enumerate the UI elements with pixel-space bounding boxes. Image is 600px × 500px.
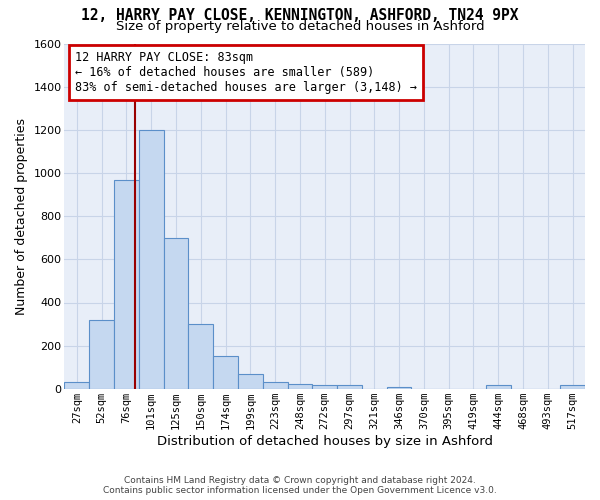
- Text: Size of property relative to detached houses in Ashford: Size of property relative to detached ho…: [116, 20, 484, 33]
- Bar: [386, 386, 412, 388]
- Bar: [139, 130, 164, 388]
- Bar: [114, 180, 139, 388]
- Bar: [164, 238, 188, 388]
- Bar: [188, 324, 213, 388]
- Y-axis label: Number of detached properties: Number of detached properties: [15, 118, 28, 315]
- Bar: [238, 374, 263, 388]
- Bar: [560, 386, 585, 388]
- X-axis label: Distribution of detached houses by size in Ashford: Distribution of detached houses by size …: [157, 434, 493, 448]
- Bar: [486, 386, 511, 388]
- Bar: [337, 386, 362, 388]
- Bar: [64, 382, 89, 388]
- Bar: [313, 386, 337, 388]
- Text: 12, HARRY PAY CLOSE, KENNINGTON, ASHFORD, TN24 9PX: 12, HARRY PAY CLOSE, KENNINGTON, ASHFORD…: [81, 8, 519, 22]
- Bar: [89, 320, 114, 388]
- Text: Contains HM Land Registry data © Crown copyright and database right 2024.
Contai: Contains HM Land Registry data © Crown c…: [103, 476, 497, 495]
- Bar: [263, 382, 287, 388]
- Bar: [287, 384, 313, 388]
- Bar: [213, 356, 238, 388]
- Text: 12 HARRY PAY CLOSE: 83sqm
← 16% of detached houses are smaller (589)
83% of semi: 12 HARRY PAY CLOSE: 83sqm ← 16% of detac…: [75, 51, 417, 94]
